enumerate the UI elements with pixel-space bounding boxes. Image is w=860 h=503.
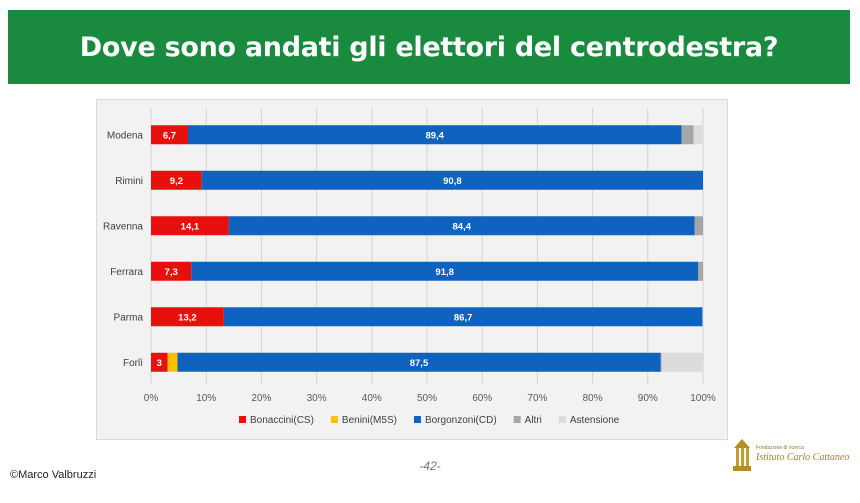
data-label: 84,4	[453, 221, 472, 232]
x-tick-label: 0%	[144, 393, 159, 404]
copyright-text: ©Marco Valbruzzi	[10, 469, 97, 481]
bar-segment	[187, 125, 682, 145]
category-label: Parma	[114, 312, 144, 323]
category-label: Forlì	[123, 358, 143, 369]
category-label: Rimini	[115, 176, 143, 187]
x-tick-label: 100%	[690, 393, 716, 404]
logo-name: Istituto Carlo Cattaneo	[756, 452, 850, 463]
category-label: Modena	[107, 130, 144, 141]
category-label: Ferrara	[110, 267, 143, 278]
x-tick-label: 70%	[527, 393, 547, 404]
bar-segment	[698, 261, 703, 281]
bar-segment	[151, 307, 224, 327]
bar-segment	[151, 170, 202, 190]
bar-segment	[694, 216, 703, 236]
bar-segment	[191, 261, 699, 281]
bar-segment	[223, 307, 703, 327]
data-label: 90,8	[443, 176, 462, 187]
data-label: 86,7	[454, 312, 473, 323]
bar-segment	[151, 352, 168, 372]
legend-label: Bonaccini(CS)	[250, 415, 314, 426]
x-tick-label: 20%	[251, 393, 271, 404]
bar-segment	[681, 125, 694, 145]
x-tick-label: 60%	[472, 393, 492, 404]
x-tick-label: 50%	[417, 393, 437, 404]
bar-segment	[228, 216, 695, 236]
data-label: 13,2	[178, 312, 197, 323]
page-number: -42-	[419, 459, 441, 473]
bar-segment	[167, 352, 178, 372]
page-title: Dove sono andati gli elettori del centro…	[79, 31, 779, 63]
data-label: 91,8	[435, 267, 454, 278]
legend-label: Astensione	[570, 415, 620, 426]
legend-label: Borgonzoni(CD)	[425, 415, 497, 426]
bar-segment	[661, 352, 703, 372]
bar-segment	[660, 352, 662, 372]
data-label: 87,5	[410, 358, 429, 369]
bar-segment	[151, 125, 188, 145]
x-tick-label: 30%	[307, 393, 327, 404]
x-tick-label: 40%	[362, 393, 382, 404]
bar-segment	[702, 307, 703, 327]
category-label: Ravenna	[103, 221, 143, 232]
x-tick-label: 90%	[638, 393, 658, 404]
title-banner: Dove sono andati gli elettori del centro…	[8, 10, 850, 84]
stacked-bar-chart: 0% 10% 20% 30% 40% 50% 60% 70% 80% 90% 100% Modena 6…	[103, 108, 716, 426]
column-logo-icon	[733, 439, 751, 471]
legend-label: Benini(M5S)	[342, 415, 397, 426]
data-label: 14,1	[181, 221, 200, 232]
legend-swatch	[330, 416, 338, 423]
legend-swatch	[513, 416, 521, 423]
legend-label: Altri	[525, 415, 542, 426]
x-tick-label: 10%	[196, 393, 216, 404]
bar-segment	[151, 261, 192, 281]
bar-segment	[201, 170, 703, 190]
logo-subtitle: Fondazione di ricerca	[756, 445, 804, 451]
legend-swatch	[558, 416, 566, 423]
legend-swatch	[413, 416, 421, 423]
bar-segment	[177, 352, 661, 372]
data-label: 6,7	[163, 130, 176, 141]
data-label: 7,3	[165, 267, 178, 278]
data-label: 3	[157, 358, 162, 369]
data-label: 89,4	[425, 130, 444, 141]
data-label: 9,2	[170, 176, 183, 187]
x-tick-label: 80%	[583, 393, 603, 404]
bar-segment	[693, 125, 703, 145]
legend-swatch	[239, 416, 246, 423]
bar-segment	[151, 216, 229, 236]
cattaneo-logo: Fondazione di ricerca Istituto Carlo Cat…	[730, 436, 850, 476]
chart-panel: 0% 10% 20% 30% 40% 50% 60% 70% 80% 90% 100% Modena 6…	[96, 99, 728, 440]
